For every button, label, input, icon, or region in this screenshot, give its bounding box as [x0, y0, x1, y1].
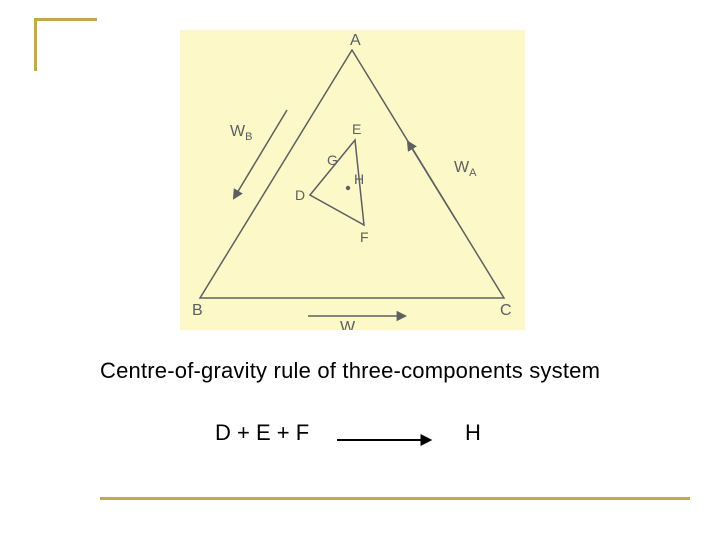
formula-lhs: D + E + F [215, 420, 309, 446]
svg-text:E: E [352, 121, 361, 137]
svg-text:H: H [354, 171, 364, 187]
svg-text:C: C [500, 302, 512, 319]
svg-text:F: F [360, 229, 369, 245]
formula-rhs: H [465, 420, 481, 446]
diagram-caption: Centre-of-gravity rule of three-componen… [100, 358, 600, 384]
slide-frame-bottom [100, 497, 690, 500]
svg-text:D: D [295, 187, 305, 203]
svg-text:A: A [350, 32, 361, 49]
slide-frame-corner [34, 18, 97, 71]
triangle-diagram: WAWBWcABCDEFGH [180, 30, 525, 330]
svg-text:G: G [327, 152, 338, 168]
formula-arrow [335, 432, 445, 453]
svg-text:B: B [192, 302, 203, 319]
